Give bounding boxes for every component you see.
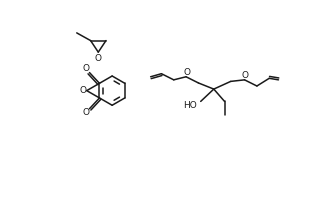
Text: O: O bbox=[241, 71, 248, 80]
Text: O: O bbox=[83, 64, 90, 73]
Text: HO: HO bbox=[183, 101, 197, 110]
Text: O: O bbox=[95, 54, 102, 63]
Text: O: O bbox=[183, 68, 190, 77]
Text: O: O bbox=[83, 108, 90, 117]
Text: O: O bbox=[79, 86, 86, 95]
